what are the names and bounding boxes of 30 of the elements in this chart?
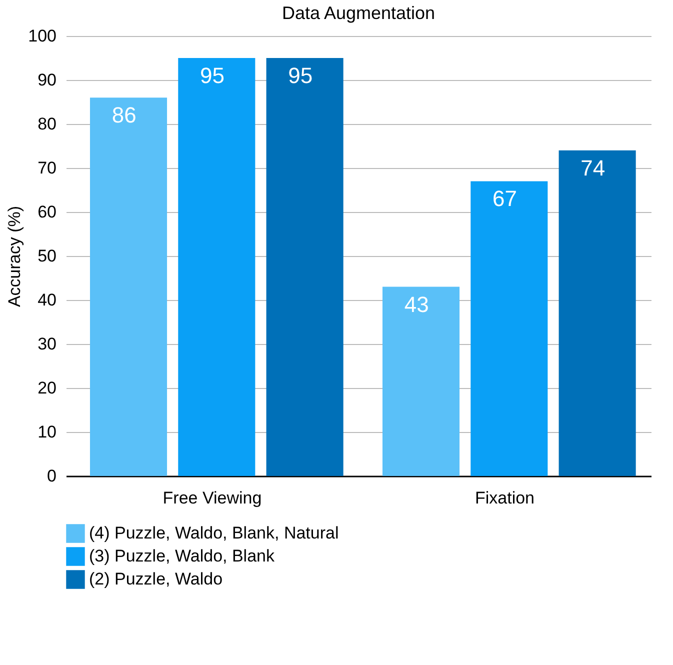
legend-label: (4) Puzzle, Waldo, Blank, Natural bbox=[89, 524, 339, 542]
x-tick-label: Free Viewing bbox=[162, 488, 262, 508]
y-tick-label: 10 bbox=[38, 422, 56, 442]
y-tick-label: 80 bbox=[38, 114, 56, 134]
data-label: 86 bbox=[112, 102, 136, 128]
data-label: 67 bbox=[492, 186, 517, 212]
legend-label: (3) Puzzle, Waldo, Blank bbox=[89, 546, 275, 566]
y-tick-label: 20 bbox=[38, 378, 56, 398]
y-tick-label: 100 bbox=[28, 26, 56, 46]
y-tick-label: 50 bbox=[38, 246, 56, 266]
y-tick-label: 40 bbox=[38, 290, 56, 310]
x-tick-label: Fixation bbox=[474, 488, 535, 508]
bar bbox=[382, 286, 460, 476]
legend-label: (2) Puzzle, Waldo bbox=[89, 570, 223, 588]
data-label: 95 bbox=[288, 63, 313, 88]
chart-title: Data Augmentation bbox=[282, 3, 436, 23]
data-label: 74 bbox=[580, 155, 606, 180]
bar bbox=[90, 98, 168, 476]
y-axis-title: Accuracy (%) bbox=[5, 206, 24, 308]
bar bbox=[266, 58, 344, 476]
y-tick-label: 60 bbox=[38, 202, 56, 222]
data-label: 95 bbox=[200, 63, 224, 88]
bar bbox=[178, 58, 256, 476]
bar bbox=[470, 181, 548, 476]
y-tick-label: 70 bbox=[38, 158, 56, 178]
y-tick-label: 0 bbox=[47, 466, 56, 486]
bar bbox=[558, 150, 636, 476]
y-tick-label: 30 bbox=[38, 334, 56, 354]
data-label: 43 bbox=[404, 292, 429, 317]
y-tick-label: 90 bbox=[38, 70, 56, 90]
